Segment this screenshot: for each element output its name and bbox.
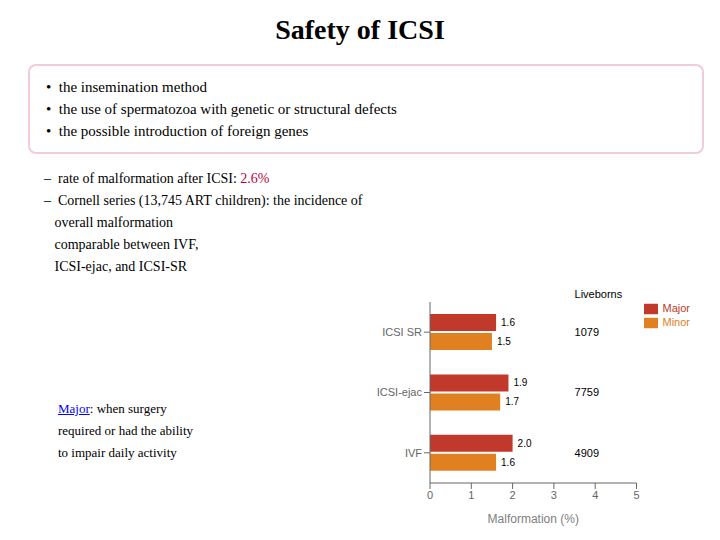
html-text:– rate of malformation after I: – rate of malformation after ICSI: 2.6% — [44, 171, 270, 186]
svg-text:Malformation (%): Malformation (%) — [488, 512, 579, 526]
svg-text:2.0: 2.0 — [518, 438, 532, 449]
svg-text:1.6: 1.6 — [501, 457, 515, 468]
svg-text:0: 0 — [427, 489, 433, 501]
svg-text:4909: 4909 — [575, 447, 599, 459]
html-text:• the use of spermatozoa with: • the use of spermatozoa with genetic or… — [46, 101, 397, 117]
svg-text:ICSI-ejac: ICSI-ejac — [377, 386, 423, 398]
svg-text:1.9: 1.9 — [513, 377, 527, 388]
html-text:Major: Major — [662, 302, 690, 314]
html-text:Minor: Minor — [662, 316, 690, 329]
html-text:Major: when surgery: Major: when surgery — [58, 401, 167, 416]
svg-text:Liveborns: Liveborns — [575, 288, 623, 300]
svg-text:ICSI SR: ICSI SR — [382, 326, 422, 338]
svg-text:1079: 1079 — [575, 326, 599, 338]
html-text:ICSI-ejac, and ICSI-SR: ICSI-ejac, and ICSI-SR — [44, 259, 188, 274]
svg-text:IVF: IVF — [405, 447, 422, 459]
html-text:required or had the ability: required or had the ability — [58, 423, 193, 438]
html-text:• the insemination method: • the insemination method — [46, 79, 208, 95]
html-text:• the possible introduction of: • the possible introduction of foreign g… — [46, 123, 309, 139]
svg-text:2: 2 — [510, 489, 516, 501]
svg-text:7759: 7759 — [575, 386, 599, 398]
svg-text:3: 3 — [551, 489, 557, 501]
html-text:comparable between IVF,: comparable between IVF, — [44, 237, 199, 252]
svg-text:1.7: 1.7 — [505, 396, 519, 407]
html-text:Safety of ICSI: Safety of ICSI — [275, 14, 445, 45]
html-text:overall malformation: overall malformation — [44, 215, 174, 230]
svg-text:1: 1 — [468, 489, 474, 501]
svg-text:5: 5 — [633, 489, 639, 501]
html-text:– Cornell series (13,745 ART c: – Cornell series (13,745 ART children): … — [44, 193, 363, 208]
html-text:to impair daily activity: to impair daily activity — [58, 445, 177, 460]
svg-text:4: 4 — [592, 489, 598, 501]
svg-text:1.5: 1.5 — [497, 336, 511, 347]
svg-text:1.6: 1.6 — [501, 317, 515, 328]
